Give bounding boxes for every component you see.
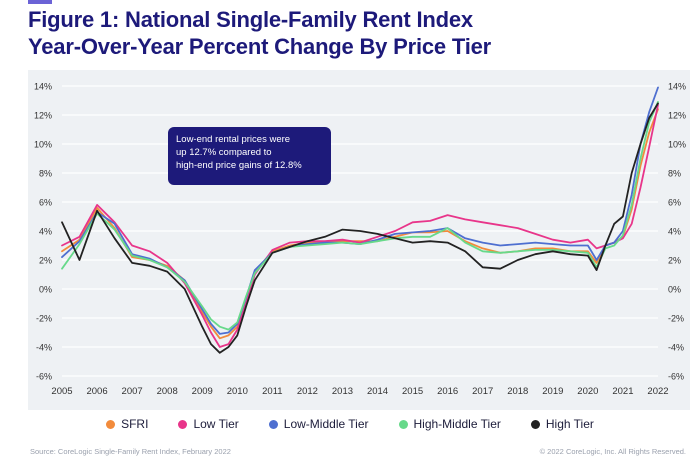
x-tick-label: 2013	[332, 386, 353, 397]
legend-marker-low-middle-tier	[268, 419, 278, 429]
y-tick-label-right: -2%	[668, 314, 684, 324]
x-tick-label: 2021	[612, 386, 633, 397]
x-tick-label: 2022	[647, 386, 668, 397]
x-tick-label: 2019	[542, 386, 563, 397]
y-tick-label-left: 8%	[39, 169, 52, 179]
legend-label-high-middle-tier: High-Middle Tier	[413, 417, 501, 431]
legend-item-low-middle-tier: Low-Middle Tier	[268, 414, 369, 434]
legend-marker-high-tier	[530, 419, 540, 429]
legend-item-sfri: SFRI	[106, 414, 148, 434]
x-tick-label: 2008	[157, 386, 178, 397]
y-tick-label-left: 4%	[39, 227, 52, 237]
y-tick-label-left: 10%	[34, 140, 52, 150]
y-tick-label-right: 12%	[668, 111, 686, 121]
x-tick-label: 2015	[402, 386, 423, 397]
legend-label-high-tier: High Tier	[545, 417, 594, 431]
plot-background	[28, 70, 690, 410]
x-tick-label: 2005	[51, 386, 72, 397]
x-tick-label: 2017	[472, 386, 493, 397]
legend-label-low-middle-tier: Low-Middle Tier	[283, 417, 369, 431]
y-tick-label-left: 2%	[39, 256, 52, 266]
x-tick-label: 2009	[192, 386, 213, 397]
annotation-callout: Low-end rental prices were up 12.7% comp…	[168, 127, 331, 185]
y-tick-label-right: 6%	[668, 198, 681, 208]
series-line-high-middle-tier	[61, 101, 659, 331]
legend-label-sfri: SFRI	[121, 417, 149, 431]
series-line-high-tier	[61, 102, 659, 354]
y-tick-label-right: -6%	[668, 372, 684, 382]
x-tick-label: 2020	[577, 386, 598, 397]
y-tick-label-left: -4%	[36, 343, 52, 353]
annotation-line-1: Low-end rental prices were	[176, 134, 291, 145]
x-tick-label: 2018	[507, 386, 528, 397]
legend-item-high-tier: High Tier	[530, 414, 594, 434]
chart-title-line-1: Figure 1: National Single-Family Rent In…	[28, 7, 473, 32]
x-tick-label: 2006	[86, 386, 107, 397]
title-accent-bar	[28, 0, 52, 4]
y-tick-label-right: 10%	[668, 140, 686, 150]
x-tick-label: 2007	[122, 386, 143, 397]
legend-marker-high-middle-tier	[398, 419, 408, 429]
source-note: Source: CoreLogic Single-Family Rent Ind…	[30, 447, 231, 456]
y-tick-label-left: -2%	[36, 314, 52, 324]
y-tick-label-right: 8%	[668, 169, 681, 179]
x-tick-label: 2014	[367, 386, 388, 397]
y-tick-label-left: -6%	[36, 372, 52, 382]
legend-item-high-middle-tier: High-Middle Tier	[398, 414, 501, 434]
y-tick-label-left: 6%	[39, 198, 52, 208]
x-tick-label: 2016	[437, 386, 458, 397]
y-tick-label-right: -4%	[668, 343, 684, 353]
x-tick-label: 2010	[227, 386, 248, 397]
legend-label-low-tier: Low Tier	[193, 417, 239, 431]
legend-marker-low-tier	[178, 419, 188, 429]
legend-item-low-tier: Low Tier	[178, 414, 239, 434]
chart-title: Figure 1: National Single-Family Rent In…	[28, 6, 491, 60]
annotation-line-2: up 12.7% compared to	[176, 147, 272, 158]
y-tick-label-left: 12%	[34, 111, 52, 121]
y-tick-label-right: 0%	[668, 285, 681, 295]
chart-title-line-2: Year-Over-Year Percent Change By Price T…	[28, 34, 492, 59]
legend-marker-sfri	[106, 419, 116, 429]
y-tick-label-right: 14%	[668, 82, 686, 92]
y-tick-label-right: 4%	[668, 227, 681, 237]
annotation-line-3: high-end price gains of 12.8%	[176, 160, 302, 171]
y-tick-label-right: 2%	[668, 256, 681, 266]
y-tick-label-left: 0%	[39, 285, 52, 295]
series-line-low-tier	[61, 104, 659, 348]
x-tick-label: 2012	[297, 386, 318, 397]
copyright-note: © 2022 CoreLogic, Inc. All Rights Reserv…	[539, 447, 686, 456]
y-tick-label-left: 14%	[34, 82, 52, 92]
series-line-low-middle-tier	[61, 86, 659, 335]
chart-legend: SFRI Low Tier Low-Middle Tier High-Middl…	[0, 414, 700, 434]
x-tick-label: 2011	[262, 386, 282, 397]
